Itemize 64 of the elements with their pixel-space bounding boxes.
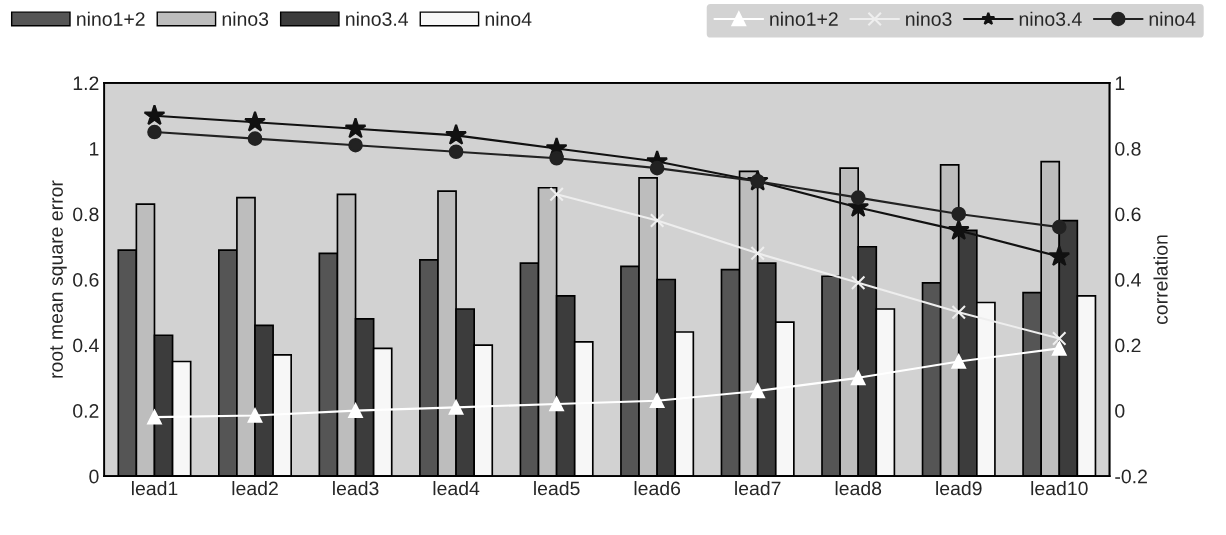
y2-tick-label: -0.2 (1115, 469, 1147, 484)
point (143, 104, 166, 126)
y2-tick-label: 0.8 (1115, 141, 1141, 156)
legend-label: nino4 (1149, 11, 1196, 26)
y2-axis-title: correlation (1153, 235, 1168, 325)
point (344, 117, 367, 139)
x-tick-label: lead4 (433, 481, 480, 496)
x-tick-label: lead10 (1031, 481, 1088, 496)
y2-tick-label: 0.2 (1115, 338, 1141, 353)
x-tick-label: lead9 (936, 481, 982, 496)
point (448, 144, 464, 160)
legend-label: nino3.4 (1019, 11, 1082, 26)
point (649, 393, 665, 409)
y-tick-label: 0.8 (73, 207, 99, 222)
x-tick-label: lead8 (835, 481, 882, 496)
legend-label: nino3 (222, 11, 269, 26)
point (348, 137, 363, 153)
x-tick-label: lead2 (232, 481, 278, 496)
point (549, 396, 564, 412)
y-tick-label: 1.2 (73, 76, 99, 90)
y2-tick-label: 0.4 (1115, 273, 1141, 287)
point (850, 190, 866, 205)
point (1048, 245, 1071, 267)
point (1051, 341, 1067, 356)
point (147, 409, 162, 425)
point (947, 218, 970, 240)
point (549, 187, 564, 202)
point (448, 400, 464, 415)
point (750, 383, 765, 399)
legend-label: nino4 (485, 11, 532, 26)
y-tick-label: 0.6 (73, 273, 99, 287)
x-tick-label: lead5 (534, 481, 580, 496)
y-tick-label: 1 (90, 142, 99, 156)
legend-label: nino3.4 (346, 11, 409, 26)
point (1051, 331, 1067, 346)
y2-tick-label: 0 (1115, 404, 1125, 418)
point (244, 110, 266, 132)
legend-label: nino3 (906, 11, 952, 26)
legend-label: nino1+2 (77, 11, 145, 26)
point (750, 246, 765, 261)
point (850, 370, 866, 386)
y-axis-title: root mean square error (50, 180, 67, 378)
point (445, 123, 468, 145)
point (549, 151, 564, 166)
point (951, 206, 967, 222)
y2-tick-label: 0.6 (1115, 207, 1141, 222)
y-tick-label: 0.4 (73, 338, 99, 353)
point (247, 131, 263, 146)
x-tick-label: lead6 (634, 481, 681, 496)
y2-tick-label: 1 (1115, 76, 1125, 90)
point (1051, 219, 1067, 235)
point (649, 213, 665, 228)
point (850, 275, 866, 291)
x-tick-label: lead7 (735, 481, 781, 496)
point (247, 408, 263, 423)
legend-label: nino1+2 (770, 11, 838, 26)
point (951, 354, 967, 369)
point (348, 403, 363, 418)
y-tick-label: 0 (89, 469, 99, 484)
x-tick-label: lead3 (333, 481, 379, 496)
point (951, 305, 967, 320)
y-tick-label: 0.2 (73, 404, 99, 418)
point (147, 124, 162, 140)
x-tick-label: lead1 (132, 481, 178, 496)
